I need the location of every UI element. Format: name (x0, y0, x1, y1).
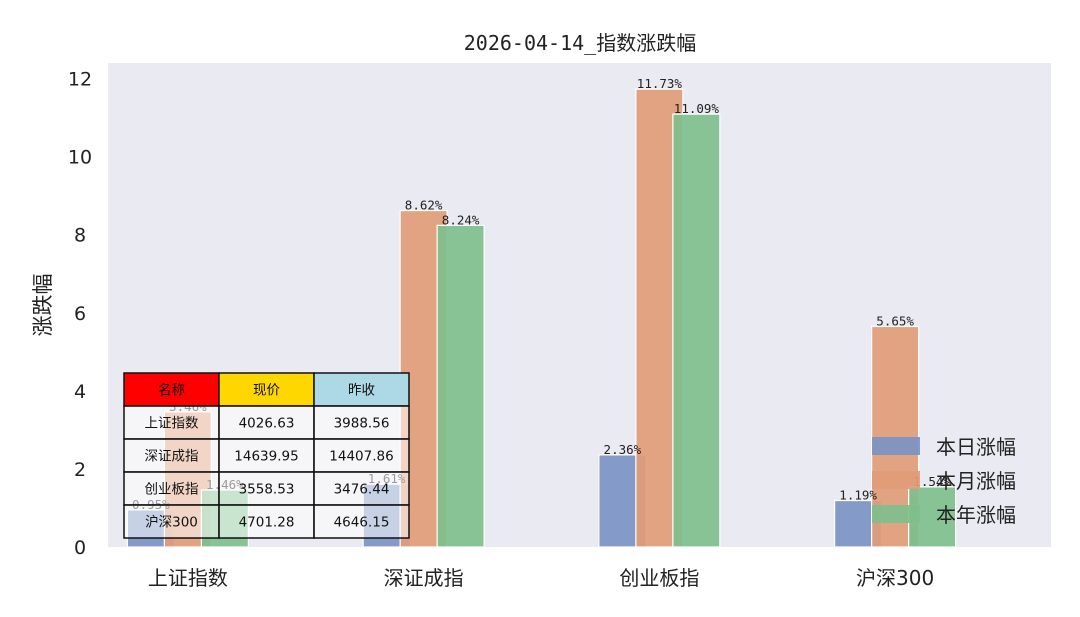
data-label: 5.65% (876, 313, 914, 328)
legend-swatch (872, 471, 920, 489)
data-label: 8.62% (405, 198, 443, 213)
table-cell (218, 405, 315, 440)
data-label: 1.54% (913, 474, 951, 489)
table-cell-text: 4026.63 (239, 416, 295, 432)
table-cell-text: 4701.28 (239, 515, 295, 531)
table-header-text: 名称 (158, 383, 185, 399)
y-axis-label: 涨跌幅 (31, 274, 55, 337)
y-tick-label: 6 (74, 303, 86, 325)
chart-title: 2026-04-14_指数涨跌幅 (464, 31, 696, 55)
table-cell-text: 14407.86 (329, 449, 393, 465)
data-label: 1.19% (839, 488, 877, 503)
table-header-text: 现价 (253, 383, 280, 399)
y-axis-ticks: 0 2 4 6 8 10 12 (68, 69, 92, 559)
table-header-cell (313, 372, 410, 407)
y-tick-label: 8 (74, 225, 86, 247)
legend-swatch (872, 505, 920, 523)
y-tick-label: 2 (74, 459, 86, 481)
table-cell-text: 创业板指 (145, 482, 199, 498)
table-cell-text: 深证成指 (145, 449, 199, 465)
bar-3-2 (436, 224, 485, 548)
table-cell-text: 4646.15 (334, 515, 390, 531)
x-tick-label: 沪深300 (856, 566, 934, 590)
table-cell (218, 504, 315, 539)
table-header-text: 昨收 (348, 383, 375, 399)
y-tick-label: 0 (74, 537, 86, 559)
data-label: 8.24% (442, 212, 480, 227)
bar-3-3 (672, 113, 721, 548)
table-cell-text: 3988.56 (334, 416, 390, 432)
table-cell (313, 504, 410, 539)
table-cell-text: 3558.53 (239, 482, 295, 498)
x-tick-label: 深证成指 (384, 566, 464, 590)
x-tick-label: 创业板指 (619, 566, 699, 590)
x-tick-label: 上证指数 (148, 566, 228, 590)
data-label: 11.09% (674, 101, 720, 116)
y-tick-label: 4 (74, 381, 86, 403)
legend-label: 本年涨幅 (936, 503, 1016, 527)
y-tick-label: 10 (68, 147, 92, 169)
table-cell (123, 471, 220, 506)
x-axis-ticks: 上证指数 深证成指 创业板指 沪深300 (148, 566, 934, 590)
legend-label: 本月涨幅 (936, 469, 1016, 493)
y-tick-label: 12 (68, 69, 92, 91)
legend-swatch (872, 437, 920, 455)
legend-label: 本日涨幅 (936, 435, 1016, 459)
table-cell (123, 504, 220, 539)
table-cell-text: 沪深300 (145, 515, 198, 531)
table-cell (313, 405, 410, 440)
table-cell-text: 3476.44 (334, 482, 390, 498)
data-label: 2.36% (604, 442, 642, 457)
table-cell-text: 上证指数 (145, 416, 199, 432)
table-cell-text: 14639.95 (234, 449, 298, 465)
data-label: 11.73% (637, 76, 683, 91)
table-cell (313, 438, 410, 473)
